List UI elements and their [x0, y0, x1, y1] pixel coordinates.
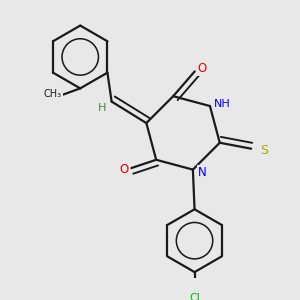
Text: CH₃: CH₃: [44, 89, 62, 99]
Text: H: H: [220, 98, 228, 108]
Text: O: O: [119, 163, 129, 176]
Text: O: O: [197, 62, 207, 75]
Text: NH: NH: [214, 99, 231, 110]
Text: N: N: [198, 166, 206, 179]
Text: H: H: [98, 103, 106, 112]
Text: Cl: Cl: [189, 292, 200, 300]
Text: S: S: [260, 144, 268, 157]
